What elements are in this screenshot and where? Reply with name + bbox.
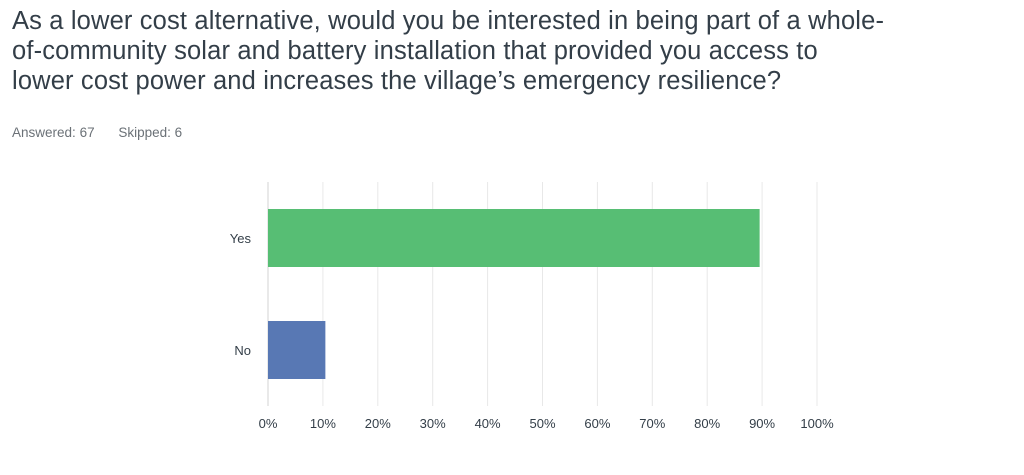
category-label-no: No	[234, 343, 251, 358]
x-tick-label-7: 70%	[639, 416, 665, 431]
skipped-label: Skipped:	[118, 125, 171, 140]
x-tick-label-6: 60%	[584, 416, 610, 431]
answered-count: 67	[79, 125, 95, 140]
x-tick-label-10: 100%	[800, 416, 834, 431]
x-tick-label-3: 30%	[420, 416, 446, 431]
x-tick-label-9: 90%	[749, 416, 775, 431]
bar-no	[268, 321, 326, 379]
bar-chart: 0% 10% 20% 30% 40% 50% 60% 70% 80% 90% 100% Yes No	[230, 182, 834, 431]
question-title: As a lower cost alternative, would you b…	[12, 6, 1016, 96]
x-tick-label-2: 20%	[365, 416, 391, 431]
x-tick-label-5: 50%	[529, 416, 555, 431]
response-stats: Answered: 67 Skipped: 6	[12, 125, 202, 140]
x-tick-label-4: 40%	[475, 416, 501, 431]
question-line-3: lower cost power and increases the villa…	[12, 67, 782, 95]
x-tick-label-1: 10%	[310, 416, 336, 431]
bar-yes	[268, 209, 760, 267]
x-tick-label-8: 80%	[694, 416, 720, 431]
answered-label: Answered:	[12, 125, 76, 140]
category-label-yes: Yes	[230, 231, 252, 246]
skipped-stat: Skipped: 6	[118, 125, 182, 140]
skipped-count: 6	[174, 125, 183, 140]
question-line-2: of-community solar and battery installat…	[12, 37, 818, 65]
x-tick-label-0: 0%	[259, 416, 278, 431]
answered-stat: Answered: 67	[12, 125, 98, 140]
question-line-1: As a lower cost alternative, would you b…	[12, 7, 885, 35]
